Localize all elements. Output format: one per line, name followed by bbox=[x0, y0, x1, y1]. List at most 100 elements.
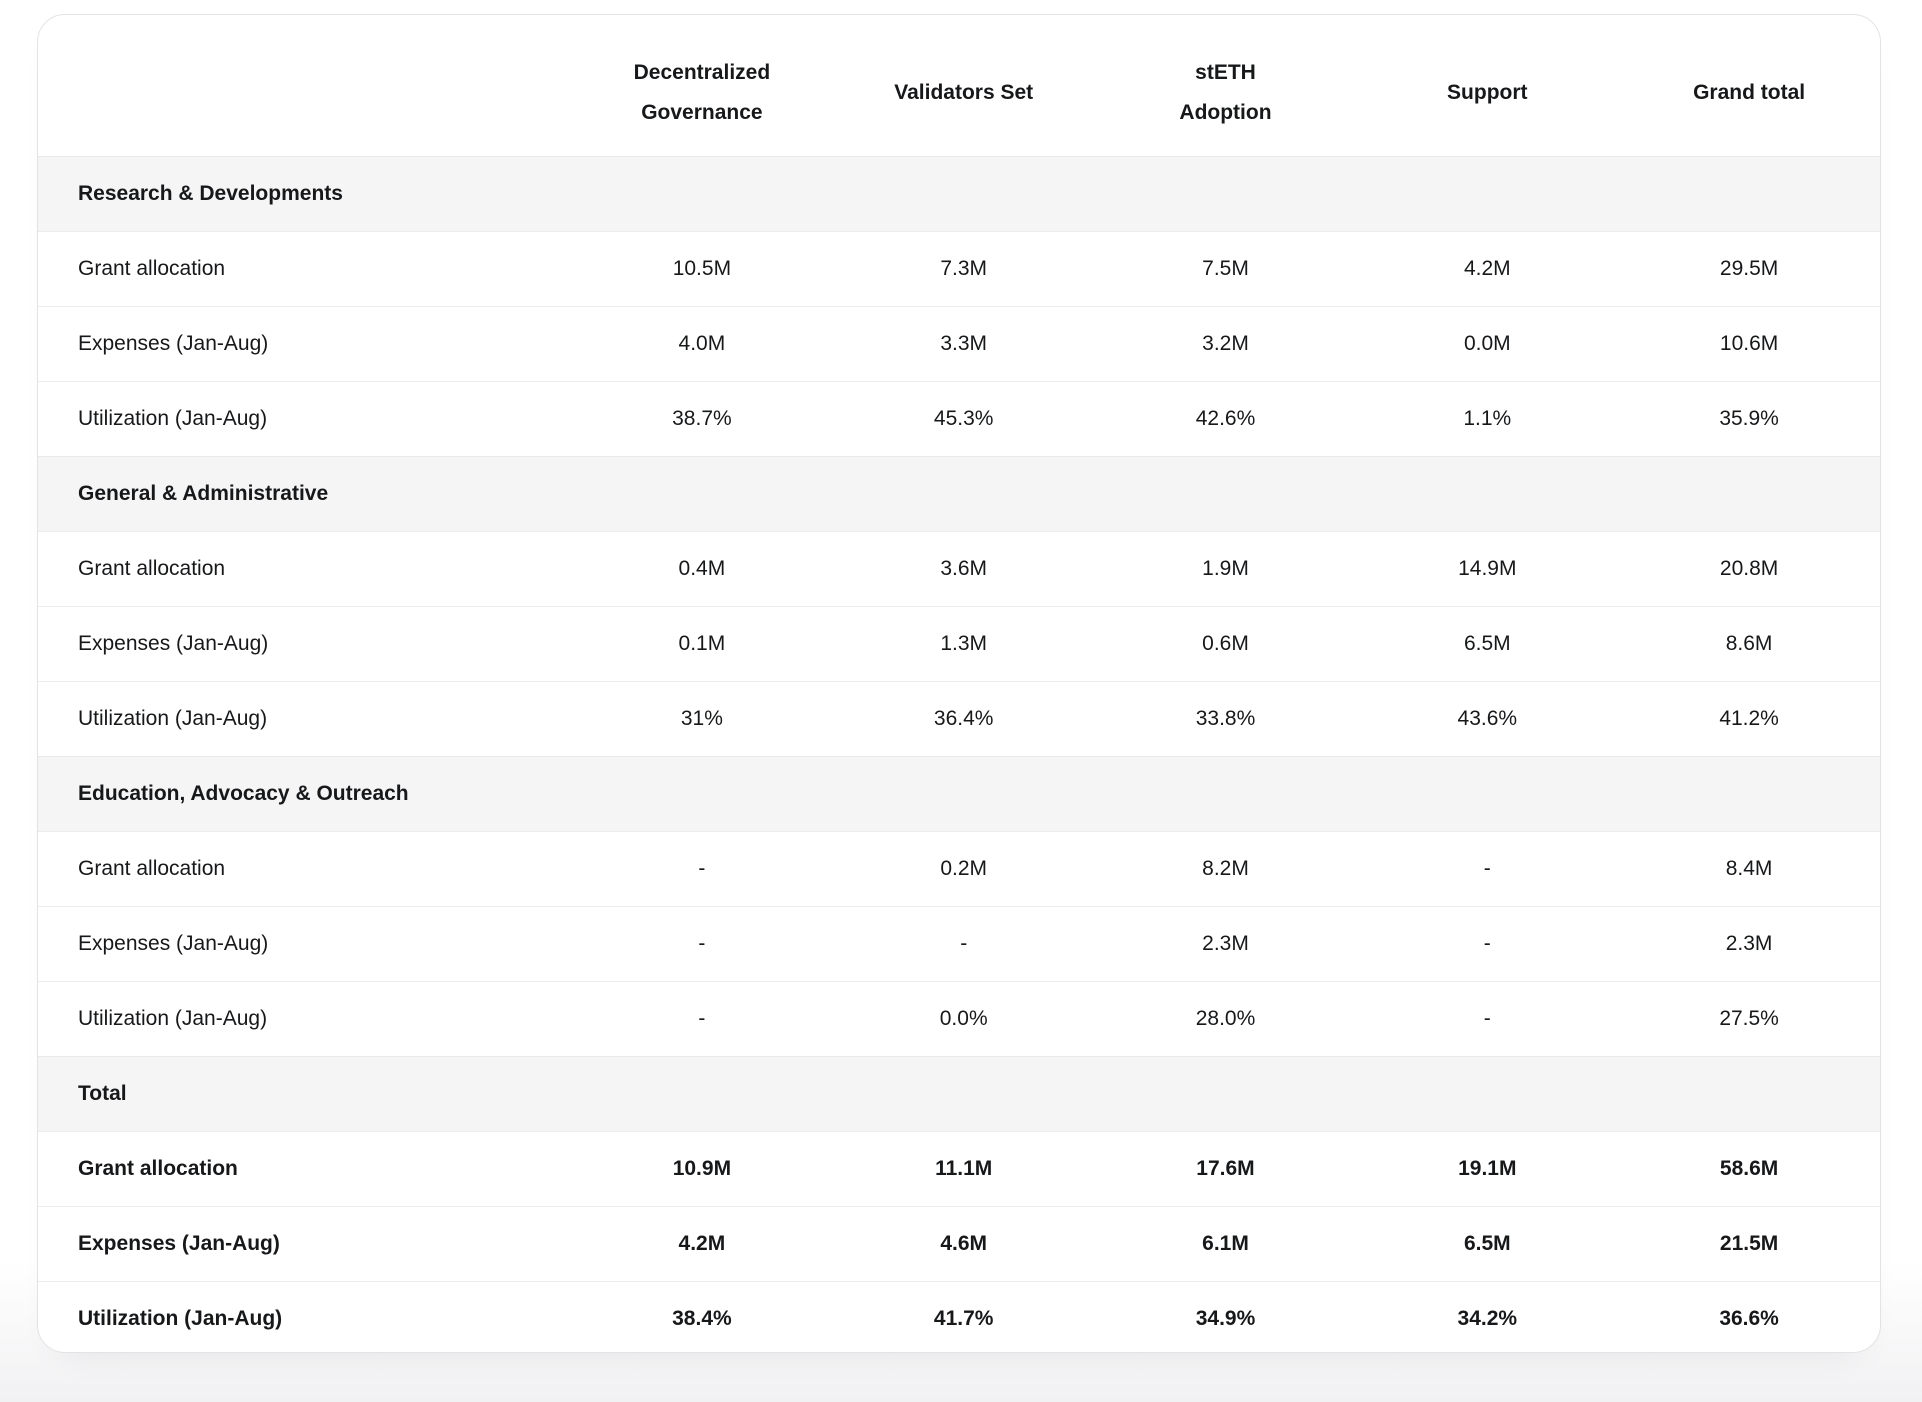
cell-value: 29.5M bbox=[1719, 257, 1779, 280]
cell-value: 1.1% bbox=[1463, 407, 1512, 430]
cell-value: 21.5M bbox=[1719, 1232, 1779, 1255]
table-row: Expenses (Jan-Aug) - - 2.3M - 2.3M bbox=[38, 906, 1880, 981]
cell-value: 36.6% bbox=[1719, 1307, 1779, 1330]
cell-value: 0.4M bbox=[678, 557, 726, 580]
section-header-general-administrative: General & Administrative bbox=[38, 456, 1880, 531]
table-row: Utilization (Jan-Aug) 38.7% 45.3% 42.6% … bbox=[38, 381, 1880, 456]
cell-value: 1.3M bbox=[940, 632, 988, 655]
cell-value: 3.3M bbox=[940, 332, 988, 355]
cell-value: 28.0% bbox=[1195, 1007, 1256, 1030]
cell-value: 0.0% bbox=[939, 1007, 988, 1030]
cell-value: 10.6M bbox=[1719, 332, 1779, 355]
cell-value: 4.2M bbox=[678, 1232, 726, 1255]
cell-value: 4.0M bbox=[678, 332, 726, 355]
cell-value: - bbox=[1483, 857, 1491, 880]
cell-value: - bbox=[1483, 932, 1491, 955]
table-row: Utilization (Jan-Aug) 31% 36.4% 33.8% 43… bbox=[38, 681, 1880, 756]
table-row: Grant allocation 10.5M 7.3M 7.5M 4.2M 29… bbox=[38, 231, 1880, 306]
column-header-support: Support bbox=[1356, 73, 1618, 113]
section-title: General & Administrative bbox=[78, 482, 329, 505]
cell-value: 14.9M bbox=[1458, 557, 1517, 580]
row-label: Utilization (Jan-Aug) bbox=[78, 407, 268, 430]
column-header-label: Support bbox=[1447, 80, 1528, 104]
section-header-education-advocacy-outreach: Education, Advocacy & Outreach bbox=[38, 756, 1880, 831]
row-label: Utilization (Jan-Aug) bbox=[78, 1007, 268, 1030]
column-header-grand-total: Grand total bbox=[1618, 73, 1880, 113]
row-label: Grant allocation bbox=[78, 1157, 238, 1180]
row-label: Expenses (Jan-Aug) bbox=[78, 332, 269, 355]
row-label: Expenses (Jan-Aug) bbox=[78, 1232, 280, 1255]
cell-value: 36.4% bbox=[933, 707, 994, 730]
cell-value: 41.2% bbox=[1719, 707, 1779, 730]
table-row-total: Utilization (Jan-Aug) 38.4% 41.7% 34.9% … bbox=[38, 1281, 1880, 1352]
cell-value: 38.4% bbox=[672, 1307, 732, 1330]
cell-value: 42.6% bbox=[1195, 407, 1256, 430]
cell-value: - bbox=[1483, 1007, 1491, 1030]
column-header-label: stETH Adoption bbox=[1179, 60, 1272, 124]
cell-value: 1.9M bbox=[1202, 557, 1249, 580]
cell-value: 31% bbox=[680, 707, 723, 730]
table-row-total: Grant allocation 10.9M 11.1M 17.6M 19.1M… bbox=[38, 1131, 1880, 1206]
cell-value: 10.5M bbox=[672, 257, 732, 280]
cell-value: 3.6M bbox=[940, 557, 988, 580]
table-row: Utilization (Jan-Aug) - 0.0% 28.0% - 27.… bbox=[38, 981, 1880, 1056]
cell-value: - bbox=[698, 932, 706, 955]
column-header-label: Validators Set bbox=[894, 80, 1034, 104]
cell-value: 19.1M bbox=[1458, 1157, 1517, 1180]
cell-value: 20.8M bbox=[1719, 557, 1779, 580]
cell-value: 38.7% bbox=[672, 407, 732, 430]
cell-value: 58.6M bbox=[1719, 1157, 1779, 1180]
table-row: Expenses (Jan-Aug) 0.1M 1.3M 0.6M 6.5M 8… bbox=[38, 606, 1880, 681]
row-label: Utilization (Jan-Aug) bbox=[78, 1307, 283, 1330]
table-row: Grant allocation 0.4M 3.6M 1.9M 14.9M 20… bbox=[38, 531, 1880, 606]
section-header-total: Total bbox=[38, 1056, 1880, 1131]
cell-value: 8.4M bbox=[1725, 857, 1773, 880]
cell-value: 6.5M bbox=[1463, 632, 1511, 655]
cell-value: 17.6M bbox=[1196, 1157, 1255, 1180]
cell-value: 33.8% bbox=[1195, 707, 1256, 730]
cell-value: 34.9% bbox=[1195, 1307, 1256, 1330]
budget-utilization-table-card: Decentralized Governance Validators Set … bbox=[37, 14, 1881, 1353]
cell-value: 6.1M bbox=[1202, 1232, 1249, 1255]
cell-value: 27.5% bbox=[1719, 1007, 1779, 1030]
cell-value: - bbox=[698, 1007, 706, 1030]
cell-value: 0.1M bbox=[678, 632, 726, 655]
table-header-row: Decentralized Governance Validators Set … bbox=[38, 15, 1880, 156]
cell-value: 3.2M bbox=[1202, 332, 1249, 355]
column-header-steth-adoption: stETH Adoption bbox=[1095, 53, 1357, 133]
table-row: Grant allocation - 0.2M 8.2M - 8.4M bbox=[38, 831, 1880, 906]
table-row-total: Expenses (Jan-Aug) 4.2M 4.6M 6.1M 6.5M 2… bbox=[38, 1206, 1880, 1281]
cell-value: 43.6% bbox=[1457, 707, 1518, 730]
cell-value: - bbox=[960, 932, 968, 955]
row-label: Expenses (Jan-Aug) bbox=[78, 632, 269, 655]
cell-value: 45.3% bbox=[933, 407, 994, 430]
cell-value: 6.5M bbox=[1463, 1232, 1511, 1255]
cell-value: 35.9% bbox=[1719, 407, 1779, 430]
cell-value: 4.2M bbox=[1463, 257, 1511, 280]
row-label: Grant allocation bbox=[78, 857, 226, 880]
cell-value: 4.6M bbox=[940, 1232, 988, 1255]
cell-value: 10.9M bbox=[672, 1157, 732, 1180]
cell-value: 34.2% bbox=[1457, 1307, 1518, 1330]
cell-value: 2.3M bbox=[1202, 932, 1249, 955]
column-header-label: Decentralized Governance bbox=[633, 60, 771, 124]
cell-value: 7.5M bbox=[1202, 257, 1249, 280]
column-header-validators-set: Validators Set bbox=[833, 73, 1095, 113]
cell-value: 2.3M bbox=[1725, 932, 1773, 955]
section-title: Total bbox=[78, 1082, 127, 1105]
table-row: Expenses (Jan-Aug) 4.0M 3.3M 3.2M 0.0M 1… bbox=[38, 306, 1880, 381]
row-label: Utilization (Jan-Aug) bbox=[78, 707, 268, 730]
column-header-decentralized-governance: Decentralized Governance bbox=[571, 53, 833, 133]
row-label: Expenses (Jan-Aug) bbox=[78, 932, 269, 955]
section-title: Research & Developments bbox=[78, 182, 343, 205]
column-header-label: Grand total bbox=[1693, 80, 1806, 104]
row-label: Grant allocation bbox=[78, 257, 226, 280]
cell-value: 0.0M bbox=[1463, 332, 1511, 355]
cell-value: 8.6M bbox=[1725, 632, 1773, 655]
section-header-research-developments: Research & Developments bbox=[38, 156, 1880, 231]
cell-value: 0.6M bbox=[1202, 632, 1249, 655]
cell-value: 8.2M bbox=[1202, 857, 1249, 880]
cell-value: 0.2M bbox=[940, 857, 988, 880]
cell-value: 7.3M bbox=[940, 257, 988, 280]
row-label: Grant allocation bbox=[78, 557, 226, 580]
